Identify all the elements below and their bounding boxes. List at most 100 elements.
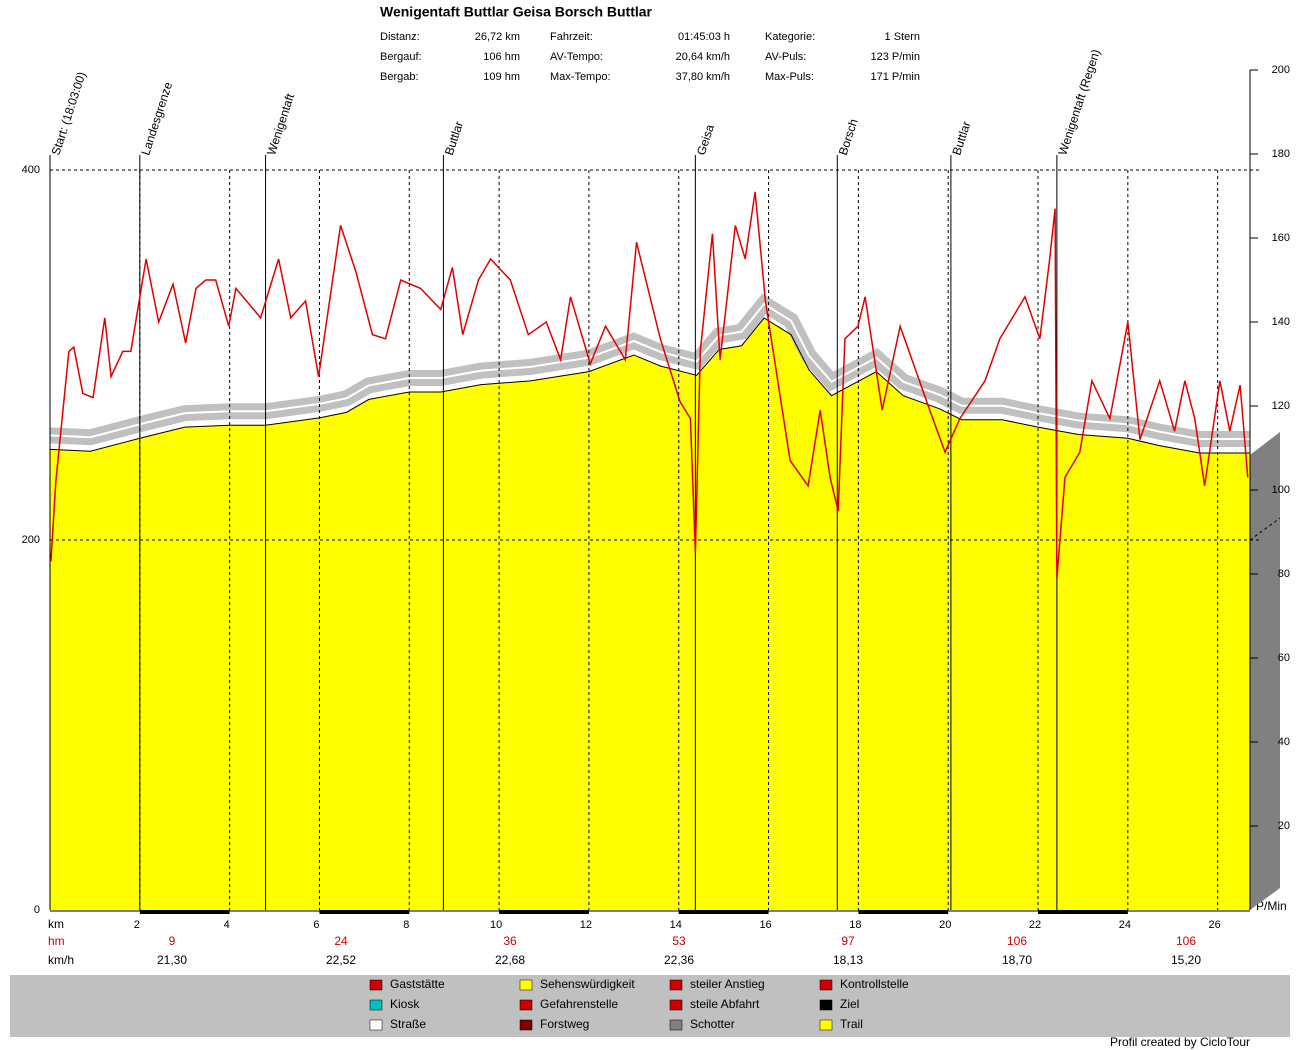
x-tick-label: 8 [403,919,409,931]
legend-label: Kontrollstelle [840,977,909,991]
road-line [49,302,1250,441]
hm-value: 53 [672,934,686,948]
waypoint-label: Start: (18:03:00) [49,70,89,157]
legend-label: steile Abfahrt [690,997,760,1011]
hm-value: 106 [1007,934,1027,948]
y-tick-label: 200 [22,534,40,546]
axis-segment [1038,910,1128,914]
legend-label: Forstweg [540,1017,589,1031]
legend-icon [519,979,533,991]
axis-segment [678,910,769,914]
axis-segment [499,910,589,914]
hm-value: 97 [841,934,855,948]
legend-icon [369,999,383,1011]
hm-label: hm [48,934,65,948]
legend-label: Kiosk [390,997,420,1011]
y2-tick-label: 40 [1278,736,1290,748]
footer: Profil created by CicloTour [1110,1035,1250,1049]
stat: Max-Puls: [765,71,814,83]
x-tick-label: 4 [224,919,230,931]
kmh-value: 22,52 [326,953,356,967]
legend-icon [819,979,833,991]
stat: Fahrzeit: [550,31,593,43]
x-tick-label: 10 [490,919,502,931]
legend-icon [669,1019,683,1031]
x-tick-label: 20 [939,919,951,931]
depth-panel [1250,432,1280,910]
stat: 26,72 km [475,31,520,43]
kmh-value: 22,36 [664,953,694,967]
stat: 123 P/min [870,51,920,63]
stat: Bergauf: [380,51,422,63]
waypoint-label: Borsch [836,117,861,157]
axis-segment [139,910,230,914]
y2-tick-label: 160 [1272,232,1290,244]
stat: 171 P/min [870,71,920,83]
stat: 109 hm [483,71,520,83]
kmh-value: 18,13 [833,953,863,967]
legend-icon [369,979,383,991]
y2-tick-label: 140 [1272,316,1290,328]
x-tick-label: 14 [670,919,682,931]
y2-tick-label: 20 [1278,820,1290,832]
chart-title: Wenigentaft Buttlar Geisa Borsch Buttlar [380,4,653,20]
y-tick-label: 0 [34,904,40,916]
x-tick-label: 12 [580,919,592,931]
legend-icon [519,1019,533,1031]
y2-tick-label: 100 [1272,484,1290,496]
legend-label: steiler Anstieg [690,977,765,991]
legend-box [10,975,1290,1037]
hm-value: 36 [503,934,517,948]
x-tick-label: 26 [1209,919,1221,931]
y2-axis-label: P/Min [1256,899,1287,913]
stat: Distanz: [380,31,420,43]
stat: Bergab: [380,71,419,83]
x-tick-label: 22 [1029,919,1041,931]
legend-label: Gaststätte [390,977,445,991]
legend-label: Sehenswürdigkeit [540,977,635,991]
kmh-label: km/h [48,953,74,967]
axis-segment [858,910,949,914]
legend-icon [369,1019,383,1031]
waypoint-label: Buttlar [442,120,466,157]
legend-icon [819,999,833,1011]
kmh-value: 21,30 [157,953,187,967]
x-tick-label: 6 [313,919,319,931]
x-tick-label: 24 [1119,919,1131,931]
x-tick-label: 16 [759,919,771,931]
legend-label: Ziel [840,997,859,1011]
legend-label: Straße [390,1017,426,1031]
y2-tick-label: 60 [1278,652,1290,664]
legend-icon [669,979,683,991]
waypoint-label: Geisa [694,122,717,156]
y2-tick-label: 200 [1272,64,1290,76]
waypoint-label: Buttlar [949,120,973,157]
waypoint-label: Landesgrenze [138,80,175,157]
waypoint-label: Wenigentaft (Regen) [1055,47,1102,156]
y-tick-label: 400 [22,164,40,176]
stat: 37,80 km/h [676,71,730,83]
waypoint-label: Wenigentaft [264,91,297,157]
hm-value: 106 [1176,934,1196,948]
legend-label: Gefahrenstelle [540,997,618,1011]
legend-label: Trail [840,1017,863,1031]
y2-tick-label: 180 [1272,148,1290,160]
y2-tick-label: 120 [1272,400,1290,412]
x-axis-label: km [48,917,64,931]
pulse-line [50,191,1249,579]
x-tick-label: 18 [849,919,861,931]
stat: 1 Stern [885,31,920,43]
stat: Kategorie: [765,31,815,43]
legend-label: Schotter [690,1017,735,1031]
legend-icon [519,999,533,1011]
stat: 20,64 km/h [676,51,730,63]
legend-icon [819,1019,833,1031]
kmh-value: 22,68 [495,953,525,967]
hm-value: 9 [169,934,176,948]
grid-line [1249,517,1281,541]
axis-segment [319,910,410,914]
stat: 01:45:03 h [678,31,730,43]
kmh-value: 15,20 [1171,953,1201,967]
stat: AV-Puls: [765,51,806,63]
